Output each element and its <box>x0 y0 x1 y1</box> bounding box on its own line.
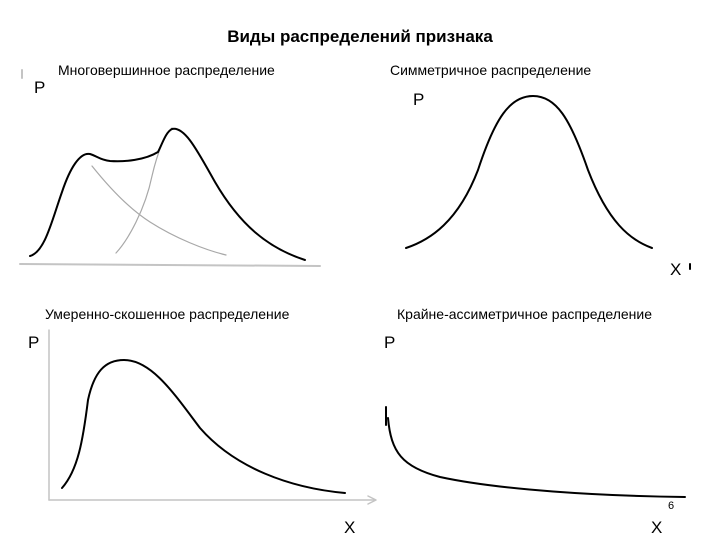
panel-multimodal-label: Многовершинное распределение <box>58 62 275 78</box>
multimodal-baseline <box>19 263 321 267</box>
moderate-skew-curve <box>61 359 346 494</box>
panel-symmetric-label: Симметричное распределение <box>390 62 592 78</box>
panel-moderate-skew-label: Умеренно-скошенное распределение <box>45 306 290 322</box>
panel-multimodal-y-letter: P <box>34 78 46 97</box>
page-number: 6 <box>668 500 675 512</box>
panel-symmetric-x-letter: X <box>670 260 682 279</box>
multimodal-component-right <box>115 127 173 254</box>
panel-moderate-skew-x-letter: X <box>344 518 356 537</box>
moderate-skew-arrow <box>367 495 377 505</box>
multimodal-component-left <box>91 165 227 256</box>
panel-extreme-skew-x-letter: X <box>651 518 663 537</box>
multimodal-curve <box>29 127 306 261</box>
panel-moderate-skew-y-letter: P <box>28 333 40 352</box>
panel-extreme-skew-label: Крайне-ассиметричное распределение <box>397 306 652 322</box>
figure-title: Виды распределений признака <box>227 27 493 46</box>
symmetric-curve <box>405 95 653 249</box>
extreme-skew-curve <box>387 417 686 498</box>
panel-extreme-skew-y-letter: P <box>384 333 396 352</box>
panel-symmetric-y-letter: P <box>413 90 425 109</box>
